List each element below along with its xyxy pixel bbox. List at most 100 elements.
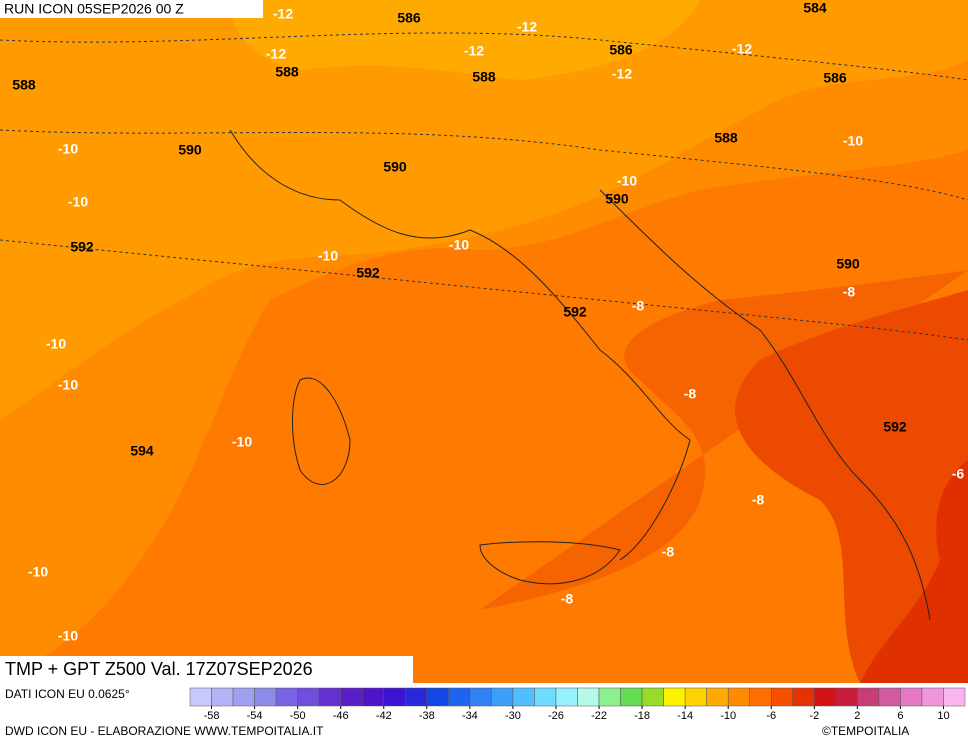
color-swatch — [275, 687, 298, 707]
temperature-label: -8 — [632, 298, 645, 314]
geopotential-label: 588 — [472, 69, 496, 85]
coastlines — [229, 129, 931, 621]
color-swatch — [900, 687, 923, 707]
copyright: ©TEMPOITALIA — [822, 724, 909, 738]
tick-label: -42 — [376, 710, 392, 722]
color-swatch — [663, 687, 686, 707]
tick-label: -54 — [247, 710, 263, 722]
geopotential-label: 590 — [178, 142, 202, 158]
color-swatch — [361, 687, 385, 707]
geopotential-label: 592 — [563, 304, 587, 320]
color-swatch — [318, 687, 341, 707]
tick-label: 2 — [854, 710, 860, 722]
map: -12 -12 -12 -12 -12 -12 -10 -10 -10 -10 -10 -10 -8 -8… — [0, 0, 968, 683]
tick-label: -38 — [419, 710, 435, 722]
geopotential-label: 592 — [70, 239, 94, 255]
tick-label: -58 — [204, 710, 220, 722]
temperature-label: -8 — [752, 492, 765, 508]
contour-labels: -12 -12 -12 -12 -12 -12 -10 -10 -10 -10 -10 -10 -8 -8… — [12, 0, 964, 644]
color-swatch — [620, 687, 643, 707]
zone-warm — [0, 150, 968, 683]
color-swatch — [749, 687, 772, 707]
zone-hot — [735, 290, 968, 683]
tick-label: -46 — [333, 710, 349, 722]
temperature-label: -10 — [68, 194, 88, 210]
temperature-label: -8 — [843, 284, 856, 300]
color-swatch — [771, 687, 794, 707]
tick-label: -2 — [809, 710, 819, 722]
temperature-label: -12 — [612, 66, 632, 82]
color-swatch — [943, 687, 966, 707]
temperature-label: -10 — [449, 237, 469, 253]
run-label: RUN ICON 05SEP2026 00 Z — [4, 1, 184, 17]
tick-label: -50 — [290, 710, 306, 722]
color-swatch — [383, 687, 406, 707]
zone-cold — [230, 0, 700, 80]
color-swatch — [491, 687, 514, 707]
coastline — [292, 377, 351, 485]
temperature-label: -8 — [662, 544, 675, 560]
color-swatch — [340, 687, 363, 707]
temperature-label: -12 — [732, 41, 752, 57]
temperature-label: -10 — [58, 141, 78, 157]
color-swatch — [598, 687, 621, 707]
color-swatch — [814, 687, 837, 707]
coastline — [599, 189, 931, 621]
color-swatch — [835, 687, 858, 707]
geopotential-label: 590 — [383, 159, 407, 175]
geopotential-label: 584 — [803, 0, 827, 16]
zone-light — [0, 0, 968, 420]
isohypse — [0, 129, 968, 201]
temperature-label: -6 — [952, 466, 965, 482]
geopotential-label: 590 — [836, 256, 860, 272]
geopotential-label: 588 — [12, 77, 36, 93]
temperature-label: -10 — [843, 133, 863, 149]
temperature-label: -10 — [232, 434, 252, 450]
coastline — [229, 129, 691, 561]
geopotential-label: 594 — [130, 443, 154, 459]
geopotential-label: 592 — [356, 265, 380, 281]
color-swatch — [684, 687, 707, 707]
tick-label: 6 — [897, 710, 903, 722]
tick-label: -6 — [766, 710, 776, 722]
geopotential-label: 592 — [883, 419, 907, 435]
color-swatch — [189, 687, 212, 707]
color-swatch — [857, 687, 880, 707]
color-swatch — [426, 687, 449, 707]
color-swatch — [512, 687, 535, 707]
tick-label: 10 — [937, 710, 949, 722]
tick-label: -34 — [462, 710, 478, 722]
tick-label: -30 — [505, 710, 521, 722]
geopotential-label: 590 — [605, 191, 629, 207]
color-swatch — [706, 687, 729, 707]
title-box — [0, 656, 413, 683]
coastline — [479, 541, 621, 585]
temperature-label: -12 — [273, 6, 293, 22]
isohypse — [0, 239, 968, 341]
tick-label: -26 — [548, 710, 564, 722]
color-swatch — [921, 687, 944, 707]
isohypses — [0, 32, 968, 341]
temperature-label: -12 — [464, 43, 484, 59]
temperature-label: -10 — [28, 564, 48, 580]
source: DATI ICON EU 0.0625° — [5, 687, 130, 701]
geopotential-label: 586 — [609, 42, 633, 58]
isohypse — [0, 32, 968, 81]
color-swatch — [469, 687, 492, 707]
temperature-label: -10 — [46, 336, 66, 352]
color-swatch — [232, 687, 255, 707]
color-swatch — [792, 687, 815, 707]
temperature-label: -8 — [561, 591, 574, 607]
temperature-label: -12 — [517, 19, 537, 35]
temperature-label: -10 — [318, 248, 338, 264]
colorbar: -58 -54 -50 -46 -42 -38 -34 -30 -26 -22 -18 -14 -10-… — [189, 687, 966, 722]
geopotential-label: 588 — [275, 64, 299, 80]
zone-hottest — [860, 460, 968, 683]
temperature-label: -12 — [266, 46, 286, 62]
credit: DWD ICON EU - ELABORAZIONE WWW.TEMPOITAL… — [5, 724, 324, 738]
tick-label: -18 — [634, 710, 650, 722]
color-swatch — [254, 687, 277, 707]
color-swatch — [211, 687, 234, 707]
geopotential-label: 586 — [823, 70, 847, 86]
temperature-label: -10 — [58, 377, 78, 393]
